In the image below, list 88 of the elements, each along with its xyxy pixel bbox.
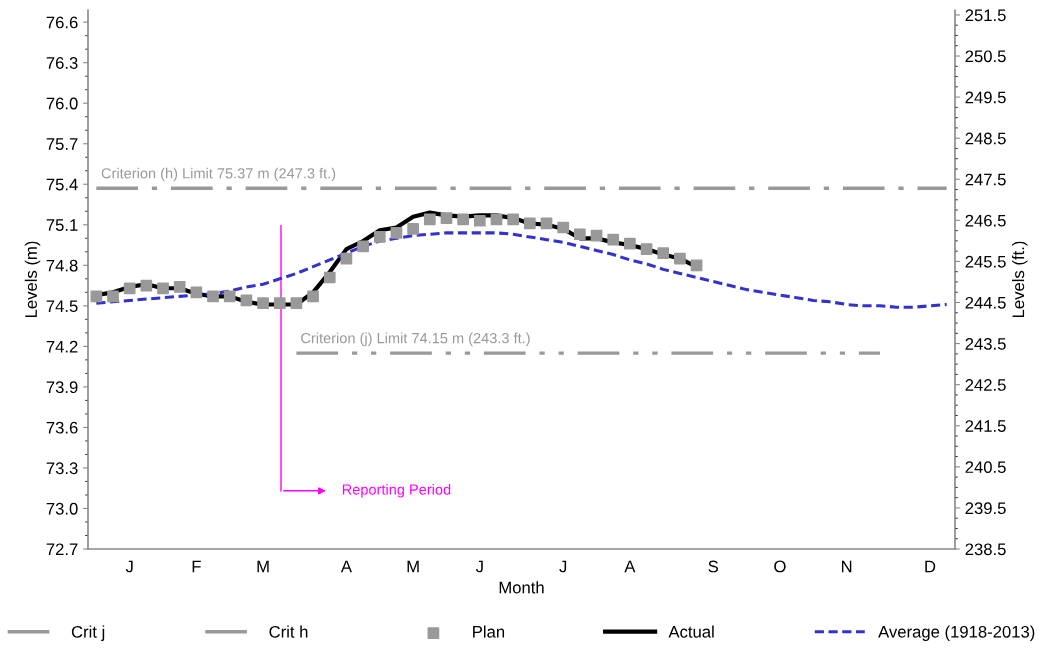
point xyxy=(423,213,436,226)
y2-tick-label: 246.5 xyxy=(965,214,1006,227)
x-tick-label: O xyxy=(774,560,786,573)
x-tick-label: A xyxy=(624,560,636,573)
legend-label: Crit h xyxy=(269,625,308,638)
legend-label: Average (1918-2013) xyxy=(878,625,1035,641)
x-tick-label: F xyxy=(192,560,201,573)
point xyxy=(540,217,553,230)
y-tick-label: 74.2 xyxy=(46,340,78,353)
x-tick-label: D xyxy=(925,560,936,573)
point xyxy=(123,282,136,295)
point xyxy=(640,243,653,255)
y-tick-label: 73.3 xyxy=(46,462,78,475)
y-tick-label: 73.9 xyxy=(46,381,78,394)
point xyxy=(157,282,169,295)
y2-tick-label: 242.5 xyxy=(965,379,1006,391)
point xyxy=(357,240,369,253)
point xyxy=(590,229,603,242)
y2-tick-label: 245.5 xyxy=(965,255,1006,268)
point xyxy=(273,297,286,309)
point xyxy=(307,290,319,303)
point xyxy=(557,221,570,234)
x-tick-label: J xyxy=(125,560,133,573)
point xyxy=(290,297,303,309)
x-axis-title: Month xyxy=(499,581,544,594)
point xyxy=(340,252,353,265)
point xyxy=(657,247,670,260)
point xyxy=(323,271,336,284)
y2-tick-label: 248.5 xyxy=(965,132,1006,145)
y-tick-label: 73.0 xyxy=(46,502,78,515)
point xyxy=(140,279,153,292)
y2-axis-title: Levels (ft.) xyxy=(1011,241,1028,318)
x-tick-label: J xyxy=(559,560,567,573)
y2-tick-label: 251.5 xyxy=(965,9,1006,22)
point xyxy=(107,290,119,303)
y-tick-label: 76.3 xyxy=(46,57,78,69)
y-tick-label: 75.4 xyxy=(46,178,78,191)
x-tick-label: N xyxy=(841,560,852,573)
point xyxy=(90,290,103,303)
point xyxy=(624,237,636,250)
point xyxy=(457,213,469,226)
point xyxy=(490,213,503,226)
annotation: Criterion (j) Limit 74.15 m (243.3 ft.) xyxy=(301,332,530,347)
y2-tick-label: 249.5 xyxy=(965,91,1006,104)
point xyxy=(607,233,620,246)
point xyxy=(690,259,703,272)
x-tick-label: A xyxy=(340,560,352,573)
y2-tick-label: 247.5 xyxy=(965,173,1006,186)
y-axis-title: Levels (m) xyxy=(24,241,41,318)
legend-label: Plan xyxy=(473,625,505,638)
y-tick-label: 72.7 xyxy=(46,543,78,556)
legend-label: Crit j xyxy=(71,625,105,641)
y-tick-label: 73.6 xyxy=(46,421,78,434)
annotation: Criterion (h) Limit 75.37 m (247.3 ft.) xyxy=(101,167,336,182)
point xyxy=(223,290,236,303)
point xyxy=(523,217,536,230)
x-tick-label: J xyxy=(475,560,483,573)
y-tick-label: 75.7 xyxy=(46,138,78,150)
point xyxy=(373,231,386,243)
y-tick-label: 74.8 xyxy=(46,259,78,272)
point xyxy=(473,214,486,227)
legend-label: Actual xyxy=(668,625,714,638)
y2-tick-label: 239.5 xyxy=(965,502,1006,515)
y-tick-label: 76.6 xyxy=(46,16,78,29)
point xyxy=(173,281,186,293)
point xyxy=(207,290,219,303)
point xyxy=(574,228,586,241)
point xyxy=(407,222,419,235)
point xyxy=(507,213,520,226)
x-tick-label: M xyxy=(407,560,419,573)
point xyxy=(440,212,453,224)
point xyxy=(190,286,203,299)
point xyxy=(257,297,269,309)
y2-tick-label: 240.5 xyxy=(965,461,1006,474)
y-tick-label: 76.0 xyxy=(46,97,78,110)
x-tick-label: S xyxy=(708,560,719,573)
y2-tick-label: 244.5 xyxy=(965,296,1006,309)
y-tick-label: 75.1 xyxy=(46,219,78,231)
point xyxy=(390,227,403,239)
y2-tick-label: 250.5 xyxy=(965,50,1006,63)
annotation: Reporting Period xyxy=(342,483,451,498)
point xyxy=(240,294,253,307)
y2-tick-label: 243.5 xyxy=(965,337,1006,350)
point xyxy=(674,252,686,265)
y-tick-label: 74.5 xyxy=(46,300,78,313)
y2-tick-label: 238.5 xyxy=(965,543,1006,556)
x-tick-label: M xyxy=(257,560,269,573)
y2-tick-label: 241.5 xyxy=(965,420,1006,432)
